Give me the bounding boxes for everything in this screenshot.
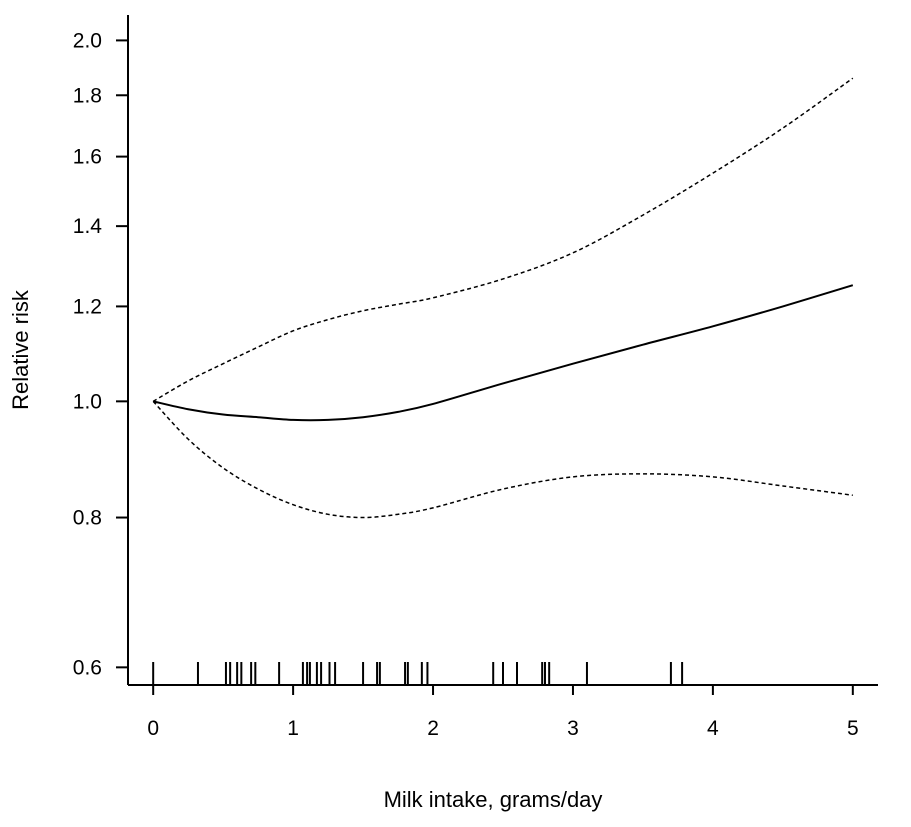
y-tick-label: 1.8 — [73, 84, 102, 107]
y-tick-label: 1.2 — [73, 295, 102, 318]
estimate-curve — [152, 284, 854, 422]
x-tick-label: 0 — [147, 717, 159, 740]
x-tick-label: 4 — [707, 717, 719, 740]
upper-ci-curve — [152, 77, 854, 402]
y-tick-label: 1.0 — [73, 390, 102, 413]
axes — [127, 15, 878, 686]
x-tick-label: 3 — [567, 717, 579, 740]
y-tick-label: 1.4 — [73, 215, 103, 238]
x-tick-label: 1 — [287, 717, 299, 740]
rug-marks — [152, 662, 684, 685]
y-tick-label: 0.6 — [73, 656, 102, 679]
lower-ci-curve — [152, 400, 853, 519]
series — [152, 77, 854, 519]
y-tick-label: 1.6 — [73, 146, 102, 169]
x-axis-title: Milk intake, grams/day — [384, 787, 603, 812]
y-tick-label: 2.0 — [73, 29, 102, 52]
y-tick-label: 0.8 — [73, 507, 102, 530]
x-tick-label: 2 — [427, 717, 439, 740]
x-ticks: 0 1 2 3 4 5 — [147, 685, 859, 740]
y-ticks: 0.6 0.8 1.0 1.2 1.4 1.6 1.8 2.0 — [73, 29, 128, 679]
x-tick-label: 5 — [847, 717, 859, 740]
y-axis-title: Relative risk — [8, 289, 33, 410]
